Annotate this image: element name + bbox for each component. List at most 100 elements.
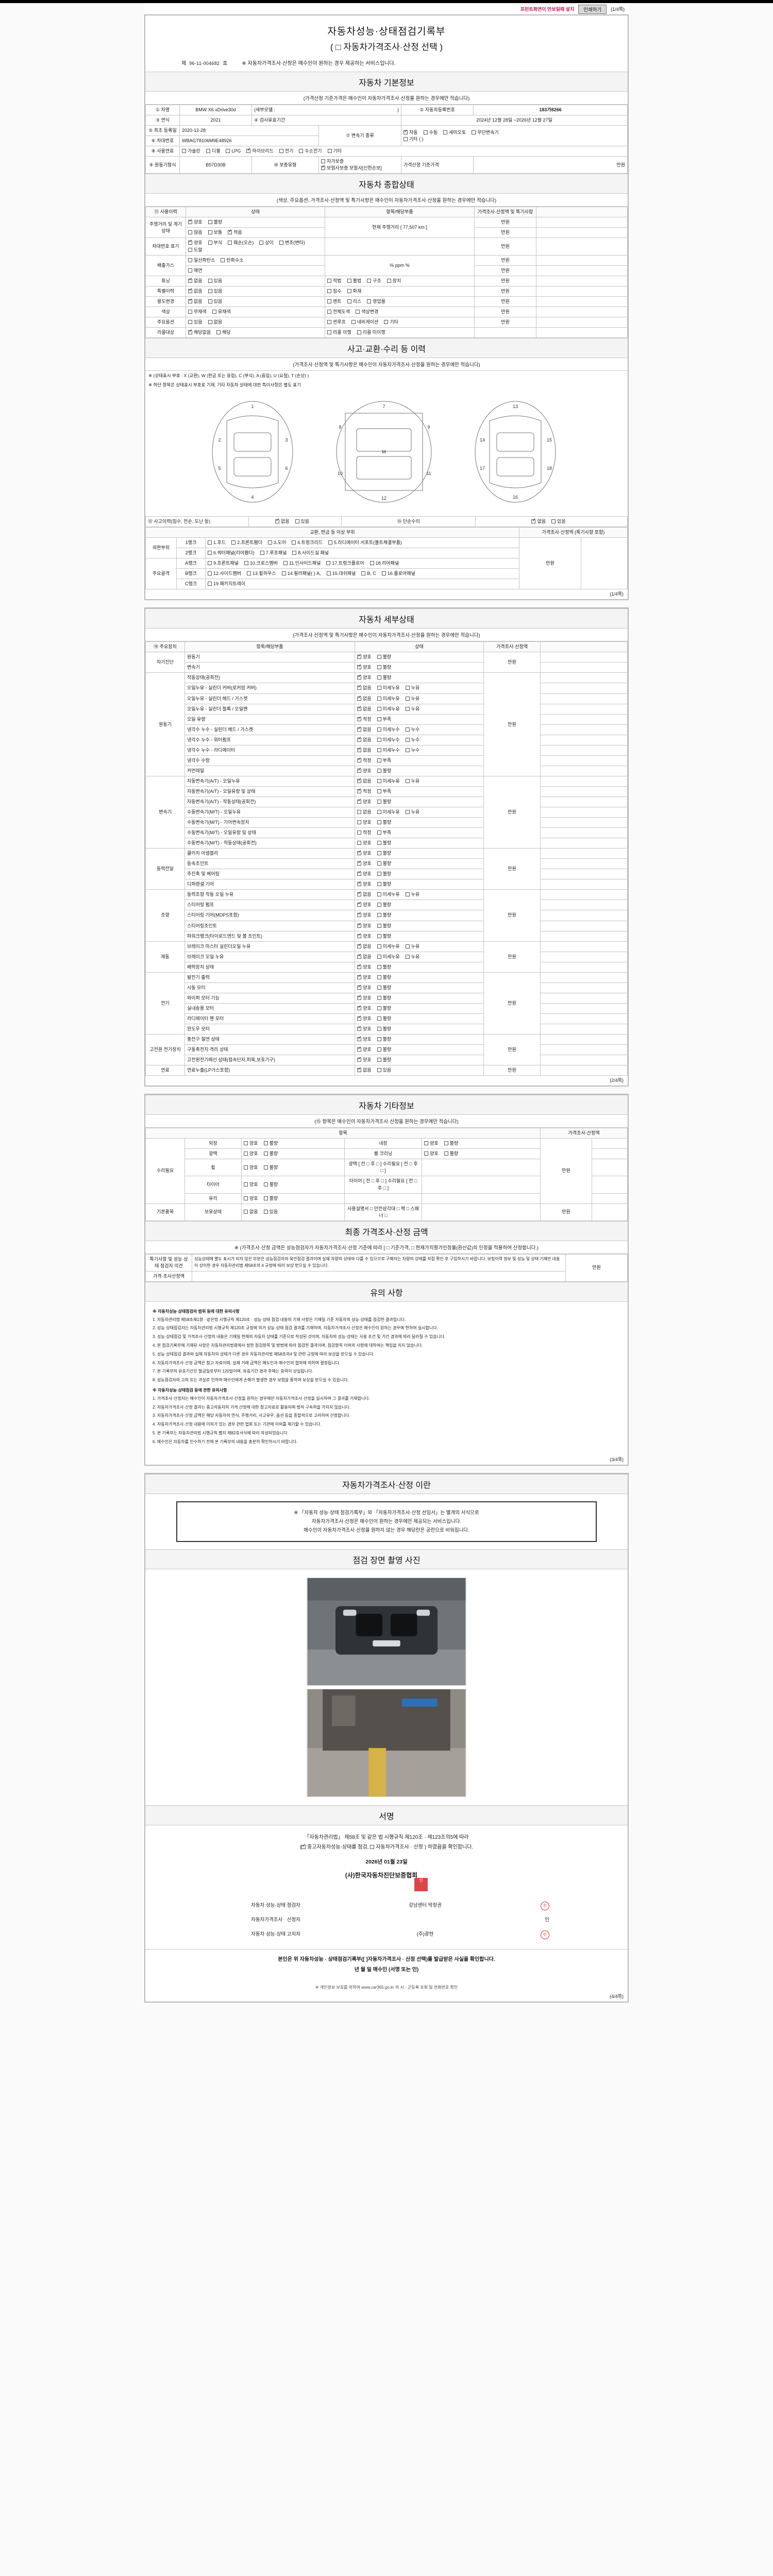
checkbox-icon[interactable]	[327, 289, 331, 293]
option-item[interactable]: 양호	[357, 922, 372, 929]
checkbox-icon[interactable]	[263, 1210, 268, 1214]
checkbox-icon[interactable]	[377, 1068, 381, 1073]
checkbox-icon[interactable]	[206, 149, 210, 154]
option-item[interactable]: 7.루프패널	[260, 550, 287, 556]
checkbox-icon[interactable]	[357, 798, 362, 804]
option-item[interactable]: 가솔린	[182, 148, 200, 155]
checkbox-icon[interactable]	[357, 767, 362, 773]
option-item[interactable]: 양호	[357, 933, 372, 940]
option-item[interactable]: 미세누유	[377, 706, 400, 713]
option-item[interactable]: 누유	[405, 954, 419, 960]
option-item[interactable]: 부식	[208, 240, 222, 246]
option-item[interactable]: 누수	[405, 726, 419, 733]
checkbox-icon[interactable]	[188, 298, 193, 303]
option-item[interactable]: 양호	[357, 901, 372, 908]
option-item[interactable]: 전기	[279, 148, 293, 155]
checkbox-icon[interactable]	[327, 299, 331, 303]
option-item[interactable]: 있음	[263, 1209, 278, 1215]
checkbox-icon[interactable]	[188, 277, 193, 283]
option-item[interactable]: 하이브리드	[246, 147, 274, 155]
option-item[interactable]: 있음	[208, 278, 222, 284]
option-item[interactable]: 불량	[377, 1036, 391, 1043]
option-item[interactable]: 미세누수	[377, 726, 400, 733]
checkbox-icon[interactable]	[188, 239, 193, 245]
option-item[interactable]: 불량	[444, 1150, 458, 1157]
checkbox-icon[interactable]	[405, 696, 410, 701]
option-item[interactable]: 양호	[357, 819, 372, 826]
option-item[interactable]: 보통	[208, 229, 222, 236]
checkbox-icon[interactable]	[357, 1056, 362, 1062]
option-item[interactable]: 구조	[367, 278, 381, 284]
checkbox-icon[interactable]	[361, 571, 366, 576]
option-item[interactable]: 자가보증	[321, 158, 344, 165]
option-item[interactable]: 기타	[327, 148, 342, 155]
checkbox-icon[interactable]	[423, 130, 428, 134]
option-item[interactable]: 리콜 미이행	[357, 329, 385, 336]
checkbox-icon[interactable]	[351, 319, 356, 324]
checkbox-icon[interactable]	[292, 540, 296, 545]
checkbox-icon[interactable]	[208, 299, 212, 303]
option-item[interactable]: 양호	[357, 911, 372, 919]
checkbox-icon[interactable]	[357, 810, 361, 815]
option-item[interactable]: 불량	[377, 933, 391, 940]
checkbox-icon[interactable]	[377, 799, 381, 804]
option-item[interactable]: 누유	[405, 685, 419, 691]
checkbox-icon[interactable]	[377, 768, 381, 773]
option-item[interactable]: 부족	[377, 757, 391, 764]
option-item[interactable]: 양호	[357, 1046, 372, 1053]
option-item[interactable]: 양호	[244, 1164, 258, 1171]
option-item[interactable]: 없음	[357, 747, 372, 754]
option-item[interactable]: 13.휠하우스	[246, 570, 276, 577]
checkbox-icon[interactable]	[357, 1066, 362, 1073]
checkbox-icon[interactable]	[208, 230, 212, 235]
checkbox-icon[interactable]	[472, 130, 476, 134]
option-item[interactable]: 양호	[357, 653, 372, 660]
checkbox-icon[interactable]	[377, 737, 381, 742]
option-item[interactable]: 누유	[405, 778, 419, 785]
checkbox-icon[interactable]	[244, 561, 248, 566]
option-item[interactable]: 미세누수	[377, 747, 400, 754]
checkbox-icon[interactable]	[377, 675, 381, 680]
checkbox-icon[interactable]	[188, 309, 192, 314]
option-item[interactable]: 일산화탄소	[188, 257, 215, 264]
checkbox-icon[interactable]	[327, 278, 331, 283]
option-item[interactable]: 불량	[377, 964, 391, 971]
checkbox-icon[interactable]	[327, 309, 331, 314]
checkbox-icon[interactable]	[377, 944, 381, 948]
checkbox-icon[interactable]	[208, 220, 212, 225]
option-item[interactable]: 양호	[244, 1140, 258, 1147]
checkbox-icon[interactable]	[244, 1151, 248, 1156]
checkbox-icon[interactable]	[263, 1196, 268, 1200]
checkbox-icon[interactable]	[357, 974, 362, 979]
option-item[interactable]: 미세누유	[377, 778, 400, 785]
checkbox-icon[interactable]	[377, 913, 381, 918]
option-item[interactable]: 없음	[208, 319, 222, 326]
option-item[interactable]: 양호	[357, 850, 372, 857]
checkbox-icon[interactable]	[357, 330, 361, 334]
option-item[interactable]: 전체도색	[327, 309, 350, 315]
checkbox-icon[interactable]	[260, 551, 264, 555]
option-item[interactable]: 매연	[188, 267, 203, 274]
option-item[interactable]: 도말	[188, 247, 203, 253]
option-item[interactable]: 불량	[377, 850, 391, 857]
option-item[interactable]: 양호	[357, 974, 372, 981]
option-item[interactable]: 무단변속기	[472, 129, 499, 136]
checkbox-icon[interactable]	[404, 129, 408, 134]
option-item[interactable]: 불량	[263, 1195, 278, 1202]
option-item[interactable]: 불량	[377, 923, 391, 929]
option-item[interactable]: 색상변경	[356, 309, 378, 315]
checkbox-icon[interactable]	[357, 1025, 362, 1031]
checkbox-icon[interactable]	[188, 329, 193, 334]
checkbox-icon[interactable]	[384, 319, 389, 324]
option-item[interactable]: 17.트렁크플로어	[326, 560, 364, 567]
checkbox-icon[interactable]	[326, 561, 331, 566]
checkbox-icon[interactable]	[357, 1046, 362, 1052]
option-item[interactable]: 유채색	[212, 309, 231, 315]
option-item[interactable]: 불량	[377, 840, 391, 846]
checkbox-icon[interactable]	[357, 841, 361, 845]
option-item[interactable]: 영업용	[367, 298, 385, 305]
checkbox-icon[interactable]	[405, 954, 410, 959]
checkbox-icon[interactable]	[405, 737, 410, 742]
option-item[interactable]: 불량	[377, 985, 391, 991]
option-item[interactable]: 자동	[404, 129, 418, 136]
